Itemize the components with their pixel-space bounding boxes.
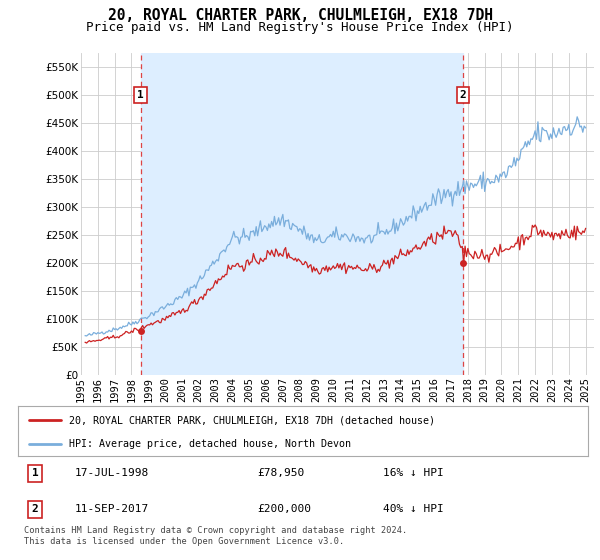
Text: 1: 1 xyxy=(137,90,144,100)
Text: 40% ↓ HPI: 40% ↓ HPI xyxy=(383,505,443,515)
Text: £78,950: £78,950 xyxy=(257,468,305,478)
Text: 17-JUL-1998: 17-JUL-1998 xyxy=(75,468,149,478)
Text: £200,000: £200,000 xyxy=(257,505,311,515)
Text: 1: 1 xyxy=(32,468,38,478)
Bar xyxy=(140,53,463,375)
Text: 20, ROYAL CHARTER PARK, CHULMLEIGH, EX18 7DH (detached house): 20, ROYAL CHARTER PARK, CHULMLEIGH, EX18… xyxy=(70,415,436,425)
Text: Contains HM Land Registry data © Crown copyright and database right 2024.
This d: Contains HM Land Registry data © Crown c… xyxy=(24,526,407,546)
Text: 20, ROYAL CHARTER PARK, CHULMLEIGH, EX18 7DH: 20, ROYAL CHARTER PARK, CHULMLEIGH, EX18… xyxy=(107,8,493,24)
Text: 2: 2 xyxy=(32,505,38,515)
Text: Price paid vs. HM Land Registry's House Price Index (HPI): Price paid vs. HM Land Registry's House … xyxy=(86,21,514,34)
Text: 11-SEP-2017: 11-SEP-2017 xyxy=(75,505,149,515)
Text: HPI: Average price, detached house, North Devon: HPI: Average price, detached house, Nort… xyxy=(70,439,352,449)
Text: 16% ↓ HPI: 16% ↓ HPI xyxy=(383,468,443,478)
Text: 2: 2 xyxy=(460,90,466,100)
